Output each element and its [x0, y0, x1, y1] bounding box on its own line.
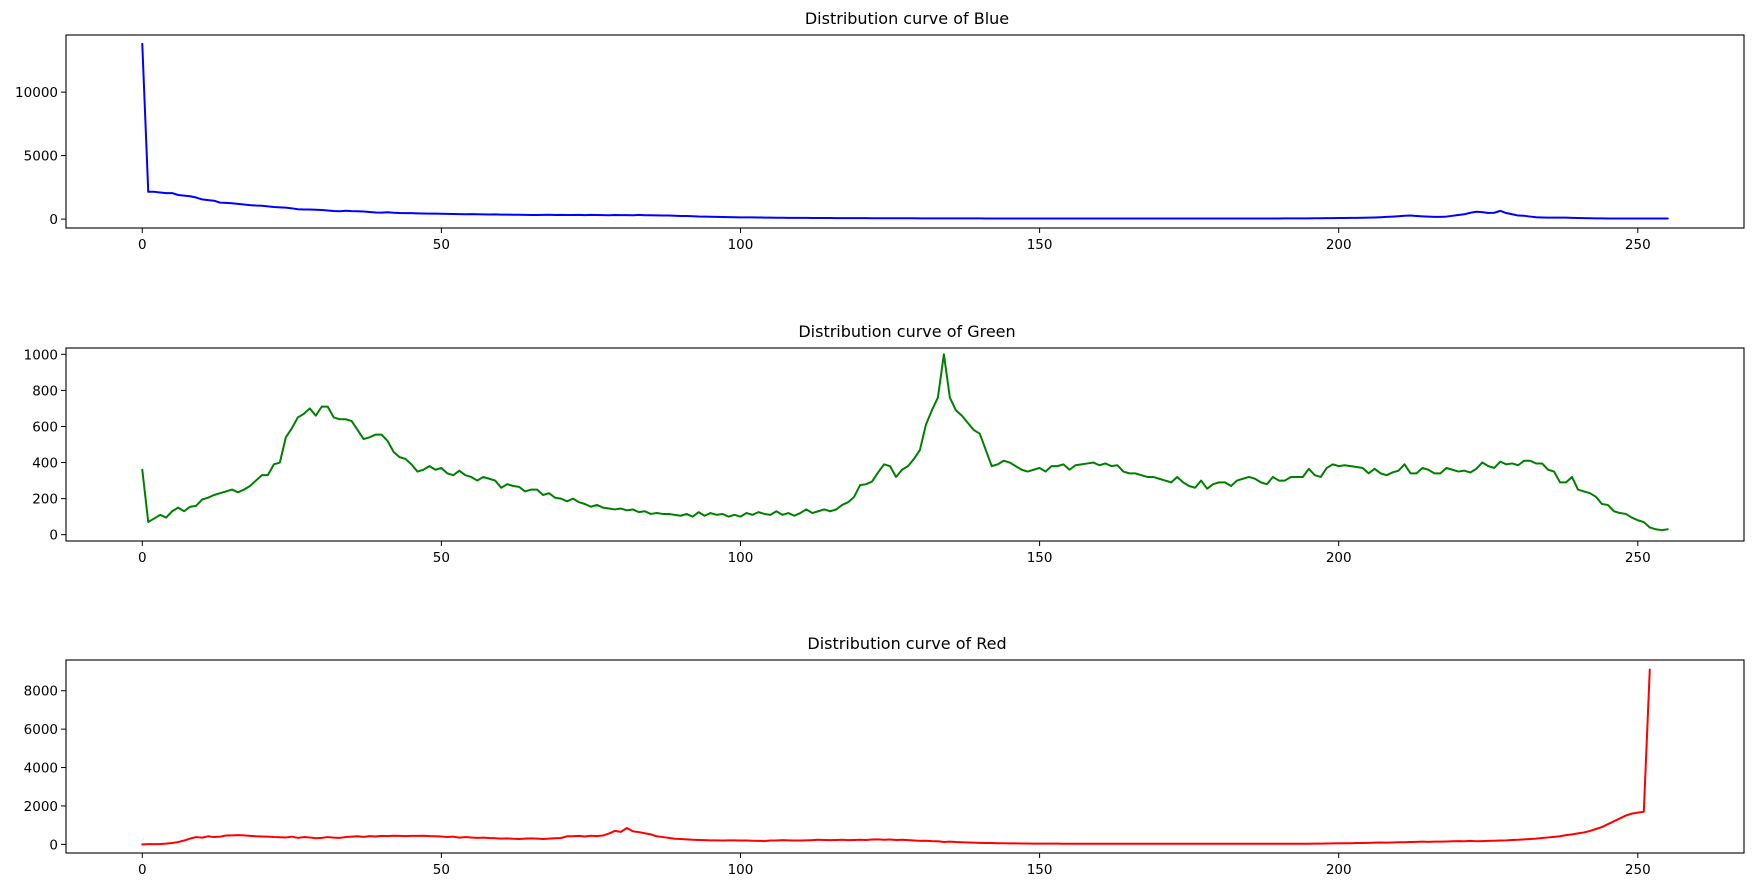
green-x-tick-label: 100 [728, 550, 754, 566]
blue-plot-frame [65, 34, 1745, 229]
green-chart-title: Distribution curve of Green [798, 322, 1015, 341]
red-x-tick-label: 250 [1625, 862, 1651, 878]
green-x-tick-label: 150 [1027, 550, 1053, 566]
green-x-tick-label: 50 [433, 550, 450, 566]
green-series-line [141, 353, 1669, 532]
blue-x-tick-label: 200 [1326, 237, 1352, 253]
green-y-tick-label: 1000 [24, 347, 58, 363]
green-y-tick-label: 0 [49, 528, 58, 544]
green-plot-frame [65, 347, 1745, 542]
red-y-tick-label: 2000 [24, 799, 58, 815]
blue-x-tick-label: 150 [1027, 237, 1053, 253]
blue-x-tick-label: 50 [433, 237, 450, 253]
red-series-line [141, 668, 1651, 846]
blue-x-tick-label: 0 [138, 237, 147, 253]
red-axes: 0 50 100 150 200 250 0 2000 4000 6000 8000 [24, 684, 1651, 878]
red-x-tick-label: 200 [1326, 862, 1352, 878]
red-x-tick-label: 150 [1027, 862, 1053, 878]
green-x-tick-label: 250 [1625, 550, 1651, 566]
red-x-tick-label: 100 [728, 862, 754, 878]
blue-y-tick-label: 0 [49, 212, 58, 228]
blue-y-tick-label: 5000 [24, 149, 58, 165]
green-y-tick-label: 800 [32, 383, 58, 399]
blue-axes: 0 50 100 150 200 250 0 5000 10000 [15, 85, 1651, 253]
red-x-tick-label: 50 [433, 862, 450, 878]
green-x-tick-label: 200 [1326, 550, 1352, 566]
blue-x-tick-label: 100 [728, 237, 754, 253]
blue-chart-title: Distribution curve of Blue [805, 9, 1009, 28]
green-axes: 0 50 100 150 200 250 0 200 400 600 800 1000 [24, 347, 1651, 566]
green-y-tick-label: 200 [32, 492, 58, 508]
red-y-tick-label: 0 [49, 837, 58, 853]
blue-x-tick-label: 250 [1625, 237, 1651, 253]
green-chart-panel: Distribution curve of Green 0 50 100 150 200… [24, 322, 1745, 566]
blue-y-tick-label: 10000 [15, 85, 58, 101]
red-plot-frame [65, 659, 1745, 854]
red-chart-title: Distribution curve of Red [807, 634, 1006, 653]
red-x-tick-label: 0 [138, 862, 147, 878]
green-y-tick-label: 600 [32, 419, 58, 435]
red-y-tick-label: 6000 [24, 722, 58, 738]
green-x-tick-label: 0 [138, 550, 147, 566]
blue-chart-panel: Distribution curve of Blue 0 50 100 150 200 2… [15, 9, 1745, 253]
red-chart-panel: Distribution curve of Red 0 50 100 150 200 25… [24, 634, 1745, 878]
blue-series-line [141, 42, 1669, 220]
red-y-tick-label: 4000 [24, 761, 58, 777]
green-y-tick-label: 400 [32, 456, 58, 472]
red-y-tick-label: 8000 [24, 684, 58, 700]
